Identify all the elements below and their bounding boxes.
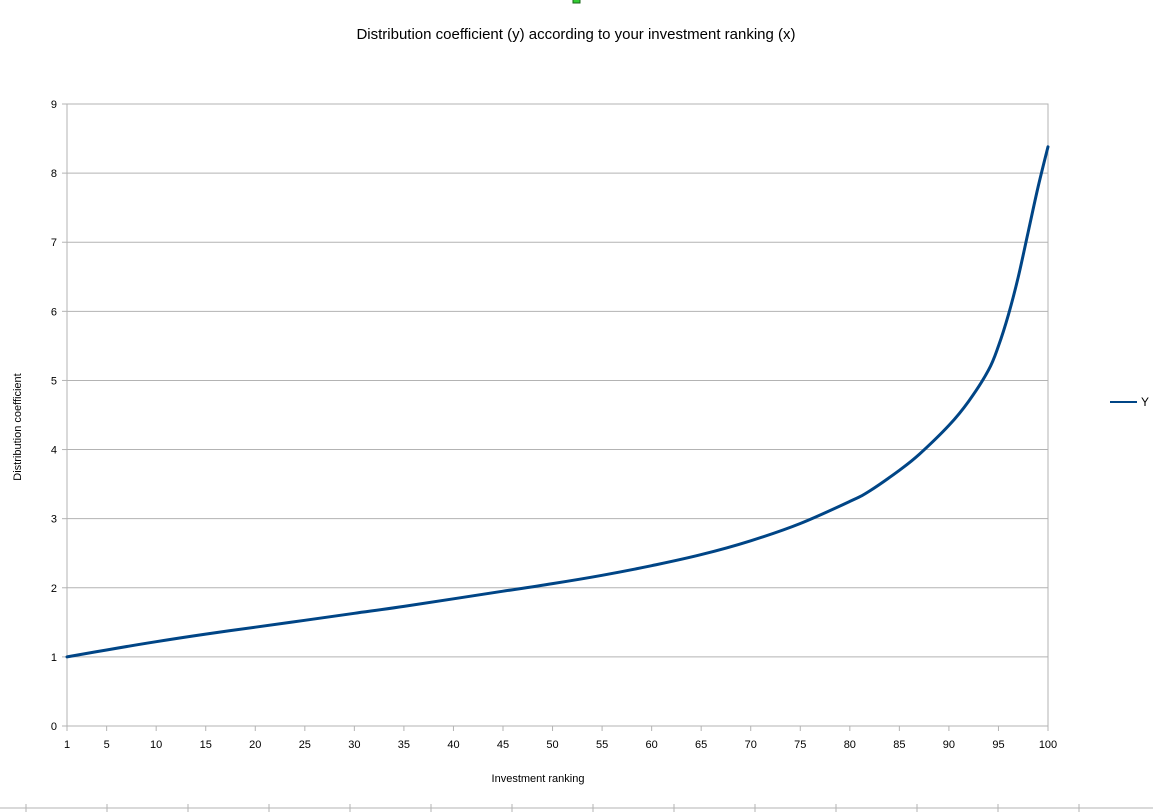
series-line-0 bbox=[65, 145, 1050, 659]
x-tick-label-5: 5 bbox=[104, 739, 110, 751]
chart-title: Distribution coefficient (y) according t… bbox=[356, 26, 795, 43]
x-tick-label-75: 75 bbox=[794, 739, 806, 751]
y-tick-label-6: 6 bbox=[51, 306, 57, 318]
y-axis: 0 1 2 3 4 5 6 7 8 9 bbox=[51, 99, 67, 733]
y-tick-label-4: 4 bbox=[51, 445, 57, 457]
y-axis-label: Distribution coefficient bbox=[12, 373, 24, 480]
x-tick-label-70: 70 bbox=[745, 739, 757, 751]
x-tick-label-40: 40 bbox=[447, 739, 459, 751]
x-tick-label-1: 1 bbox=[64, 739, 70, 751]
x-tick-label-50: 50 bbox=[546, 739, 558, 751]
x-tick-label-90: 90 bbox=[943, 739, 955, 751]
x-axis: 1 5 10 15 20 25 30 35 40 45 50 55 60 65 70 75 80 85 90 95 10… bbox=[64, 726, 1057, 751]
chart-selection-handle[interactable] bbox=[572, 0, 581, 4]
x-tick-label-20: 20 bbox=[249, 739, 261, 751]
series-layer bbox=[65, 145, 1050, 659]
x-tick-label-15: 15 bbox=[200, 739, 212, 751]
x-tick-label-45: 45 bbox=[497, 739, 509, 751]
y-tick-label-8: 8 bbox=[51, 168, 57, 180]
y-tick-label-0: 0 bbox=[51, 721, 57, 733]
y-tick-label-5: 5 bbox=[51, 375, 57, 387]
legend: Y bbox=[1110, 395, 1149, 409]
x-tick-label-100: 100 bbox=[1039, 739, 1057, 751]
x-tick-label-65: 65 bbox=[695, 739, 707, 751]
y-tick-label-3: 3 bbox=[51, 514, 57, 526]
x-tick-label-85: 85 bbox=[893, 739, 905, 751]
x-tick-label-25: 25 bbox=[299, 739, 311, 751]
y-tick-label-1: 1 bbox=[51, 652, 57, 664]
x-tick-label-80: 80 bbox=[844, 739, 856, 751]
x-tick-label-60: 60 bbox=[646, 739, 658, 751]
x-tick-label-95: 95 bbox=[992, 739, 1004, 751]
x-tick-label-10: 10 bbox=[150, 739, 162, 751]
x-tick-label-55: 55 bbox=[596, 739, 608, 751]
sheet-frame bbox=[0, 804, 1153, 812]
y-tick-label-2: 2 bbox=[51, 583, 57, 595]
y-tick-label-9: 9 bbox=[51, 99, 57, 111]
y-tick-label-7: 7 bbox=[51, 237, 57, 249]
legend-entry: Y bbox=[1141, 395, 1149, 409]
x-tick-label-35: 35 bbox=[398, 739, 410, 751]
x-axis-label: Investment ranking bbox=[492, 773, 585, 785]
plot-area bbox=[66, 103, 1049, 727]
x-tick-label-30: 30 bbox=[348, 739, 360, 751]
